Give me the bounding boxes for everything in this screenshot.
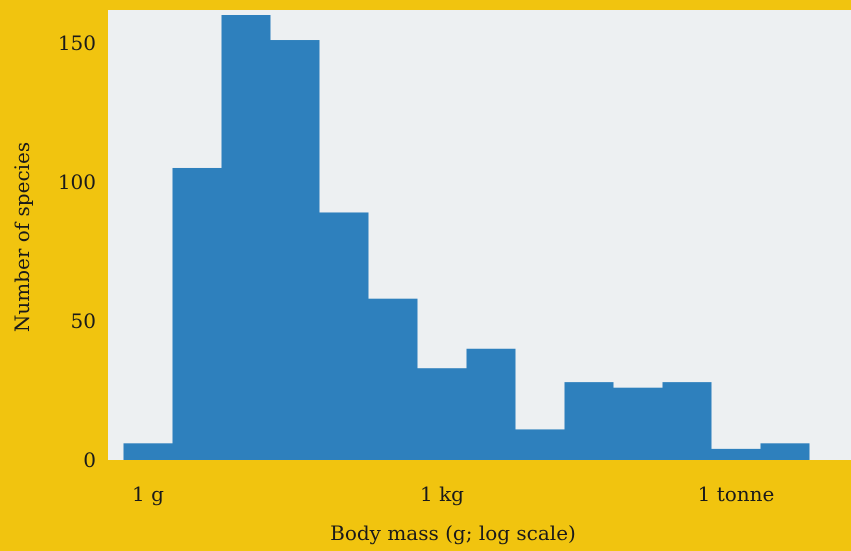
histogram-bar — [221, 15, 271, 460]
x-axis-title: Body mass (g; log scale) — [330, 521, 576, 545]
x-tick-label: 1 g — [132, 482, 164, 506]
histogram-bar — [613, 387, 663, 460]
histogram-bar — [515, 429, 565, 460]
x-axis-ticks: 1 g 1 kg 1 tonne — [132, 482, 774, 506]
x-tick-label: 1 kg — [420, 482, 464, 506]
bars-group — [123, 15, 810, 460]
histogram-bar — [564, 382, 614, 460]
histogram-bar — [368, 298, 418, 460]
y-axis-title: Number of species — [10, 142, 34, 332]
histogram-bar — [270, 40, 320, 460]
y-tick-label: 50 — [71, 309, 96, 333]
x-tick-label: 1 tonne — [698, 482, 775, 506]
histogram-bar — [172, 167, 222, 460]
histogram-bar — [123, 443, 173, 460]
histogram-bar — [760, 443, 810, 460]
histogram-bar — [417, 368, 467, 460]
y-tick-label: 0 — [83, 448, 96, 472]
y-axis-ticks: 0 50 100 150 — [58, 31, 96, 472]
histogram-bar — [466, 348, 516, 460]
histogram-bar — [319, 212, 369, 460]
histogram-bar — [662, 382, 712, 460]
y-tick-label: 100 — [58, 170, 96, 194]
y-tick-label: 150 — [58, 31, 96, 55]
histogram-bar — [711, 448, 761, 460]
